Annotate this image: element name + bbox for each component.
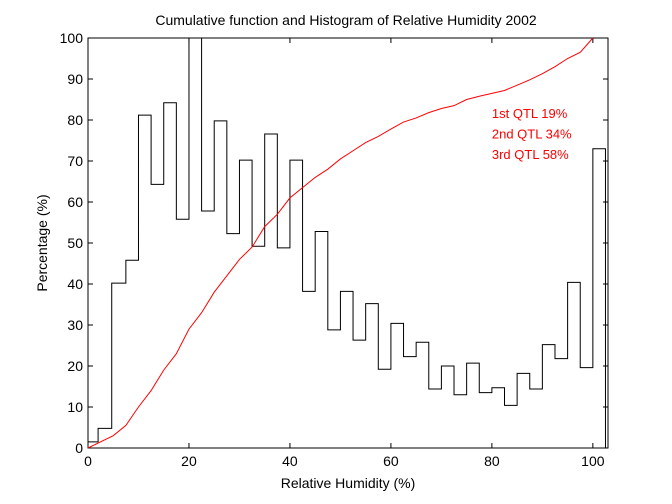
x-tick-label: 80 xyxy=(484,453,500,469)
y-tick-label: 70 xyxy=(67,153,83,169)
y-axis: 0 10 20 30 40 50 60 70 80 90 100 xyxy=(60,30,608,456)
x-tick-label: 100 xyxy=(581,453,605,469)
y-tick-label: 20 xyxy=(67,358,83,374)
y-tick-label: 80 xyxy=(67,112,83,128)
cumulative-line xyxy=(87,37,594,449)
x-tick-label: 20 xyxy=(181,453,197,469)
y-tick-label: 30 xyxy=(67,317,83,333)
y-tick-label: 10 xyxy=(67,399,83,415)
x-axis: 0 20 40 60 80 100 xyxy=(84,38,605,469)
histogram-stairs xyxy=(87,37,606,448)
x-tick-label: 0 xyxy=(84,453,92,469)
y-tick-label: 0 xyxy=(75,440,83,456)
quartile-annotations: 1st QTL 19% 2nd QTL 34% 3rd QTL 58% xyxy=(492,106,572,162)
quartile-annotation: 1st QTL 19% xyxy=(492,106,568,121)
y-tick-label: 60 xyxy=(67,194,83,210)
y-tick-label: 90 xyxy=(67,71,83,87)
y-tick-label: 50 xyxy=(67,235,83,251)
y-axis-label: Percentage (%) xyxy=(34,194,50,291)
y-tick-label: 40 xyxy=(67,276,83,292)
y-tick-label: 100 xyxy=(60,30,84,46)
x-tick-label: 40 xyxy=(282,453,298,469)
x-axis-label: Relative Humidity (%) xyxy=(281,475,416,491)
quartile-annotation: 2nd QTL 34% xyxy=(492,126,572,141)
x-tick-label: 60 xyxy=(383,453,399,469)
chart-title: Cumulative function and Histogram of Rel… xyxy=(155,12,537,28)
plot-area xyxy=(87,37,609,449)
quartile-annotation: 3rd QTL 58% xyxy=(492,147,569,162)
